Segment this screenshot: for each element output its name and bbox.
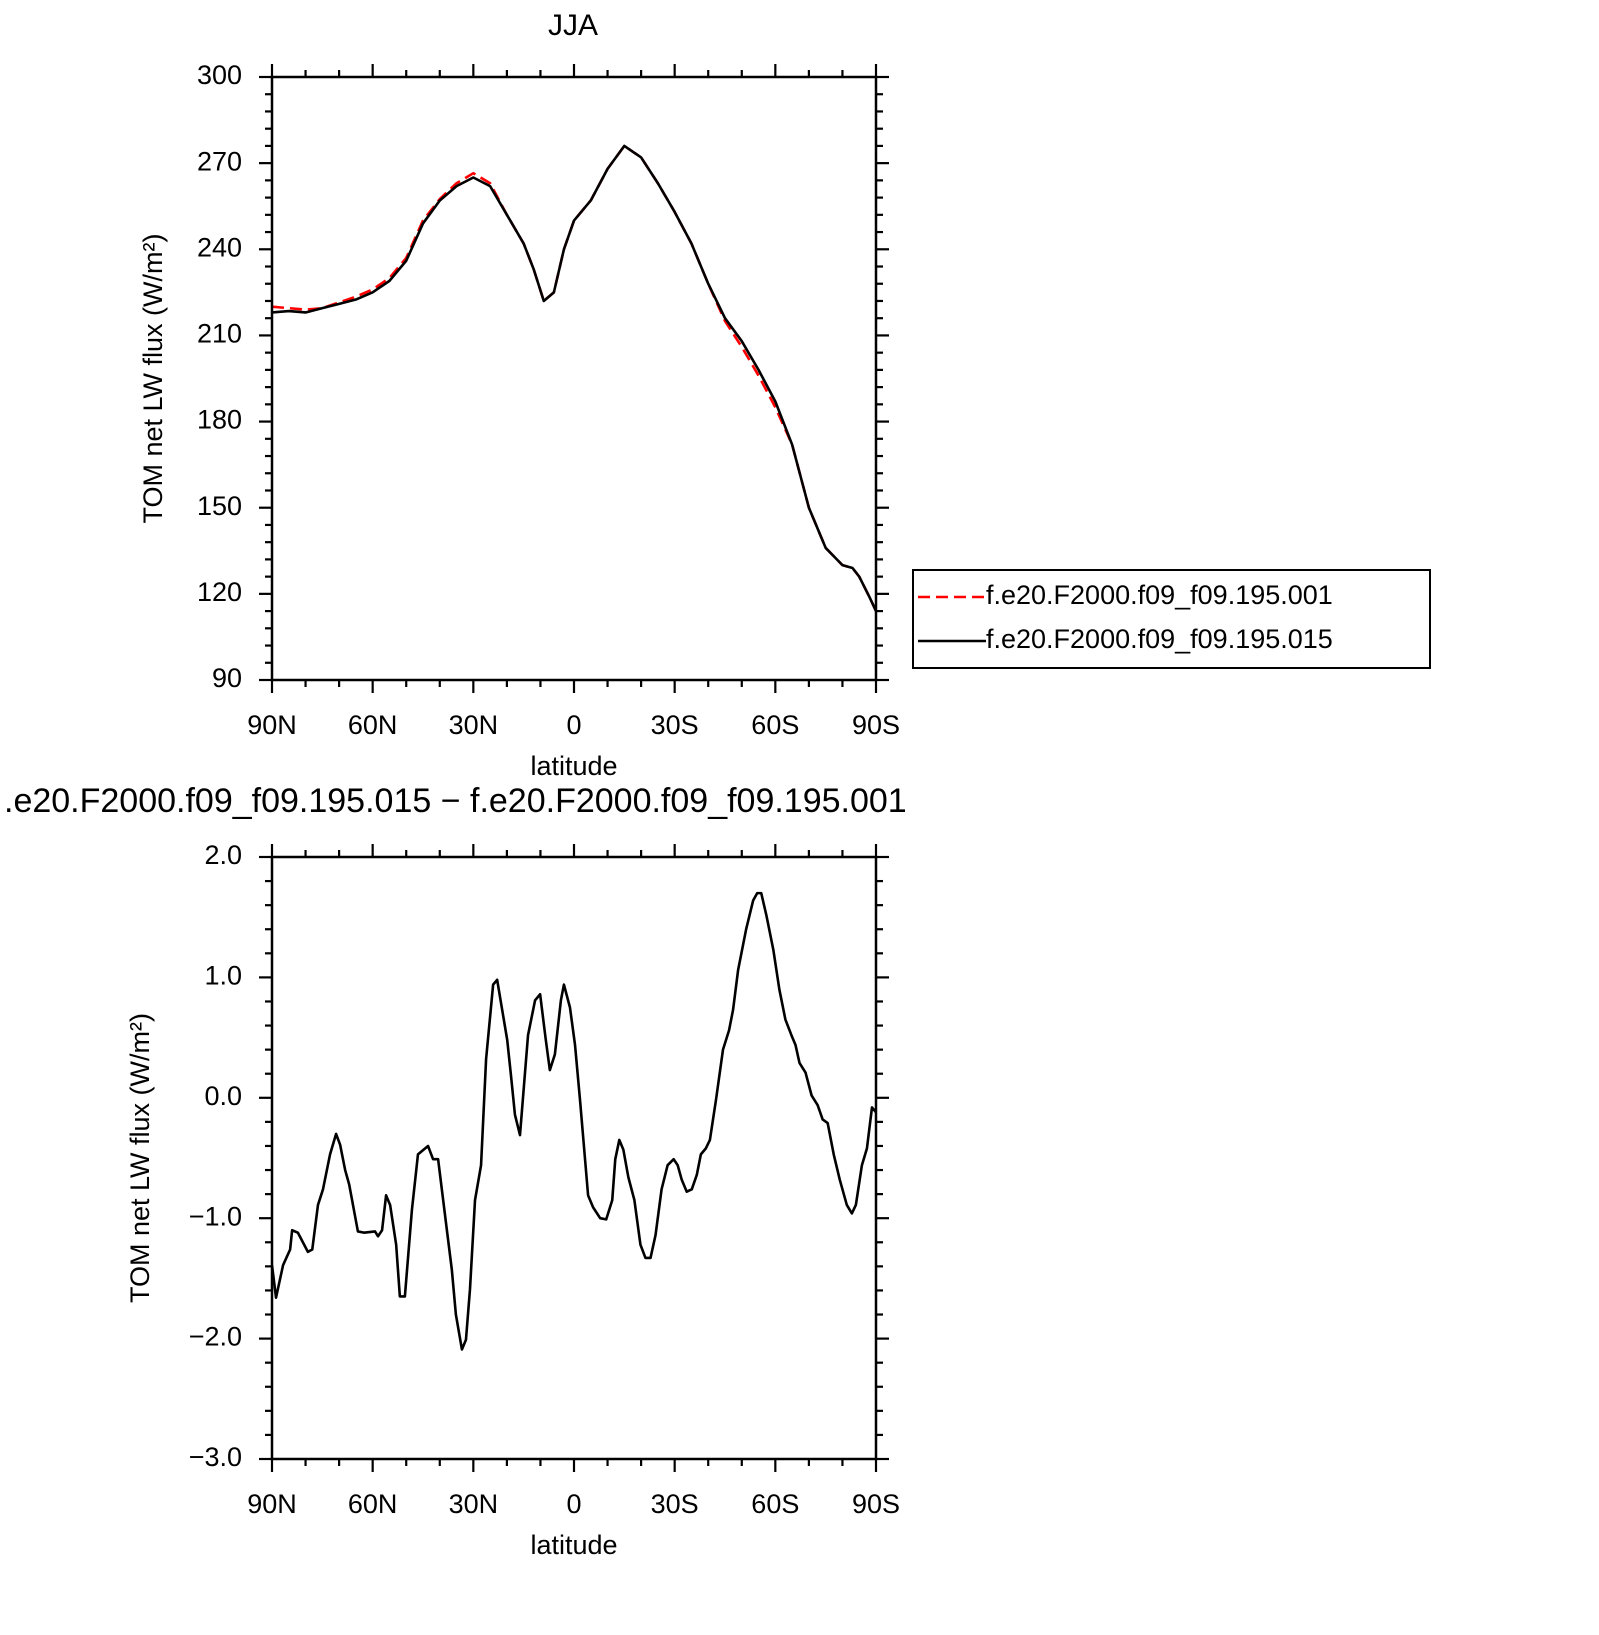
y-tick-label: 1.0 bbox=[204, 961, 242, 991]
y-tick-label: −3.0 bbox=[189, 1442, 242, 1472]
x-tick-label: 90S bbox=[852, 1489, 900, 1519]
data-line bbox=[271, 144, 878, 612]
y-tick-label: −1.0 bbox=[189, 1201, 242, 1231]
y-tick-label: 90 bbox=[212, 663, 242, 693]
y-tick-label: 2.0 bbox=[204, 840, 242, 870]
x-tick-label: 30S bbox=[651, 1489, 699, 1519]
y-axis-label: TOM net LW flux (W/m²) bbox=[125, 1013, 155, 1303]
x-tick-label: 0 bbox=[566, 710, 581, 740]
y-tick-label: 0.0 bbox=[204, 1081, 242, 1111]
plot-frame bbox=[270, 75, 878, 682]
y-axis-label: TOM net LW flux (W/m²) bbox=[138, 234, 168, 524]
legend-label: f.e20.F2000.f09_f09.195.015 bbox=[986, 624, 1333, 654]
chart-title: JJA bbox=[548, 9, 598, 42]
legend-box bbox=[912, 569, 1431, 669]
legend-label: f.e20.F2000.f09_f09.195.001 bbox=[986, 580, 1333, 610]
x-tick-label: 30N bbox=[449, 1489, 499, 1519]
x-tick-label: 60N bbox=[348, 710, 398, 740]
x-tick-label: 0 bbox=[566, 1489, 581, 1519]
x-tick-label: 90S bbox=[852, 710, 900, 740]
x-tick-label: 60N bbox=[348, 1489, 398, 1519]
y-tick-label: 180 bbox=[197, 405, 242, 435]
y-tick-label: −2.0 bbox=[189, 1322, 242, 1352]
x-tick-label: 60S bbox=[751, 1489, 799, 1519]
y-tick-label: 150 bbox=[197, 491, 242, 521]
y-tick-label: 210 bbox=[197, 319, 242, 349]
y-tick-label: 240 bbox=[197, 232, 242, 262]
data-line bbox=[270, 891, 877, 1351]
y-tick-label: 300 bbox=[197, 60, 242, 90]
x-tick-label: 60S bbox=[751, 710, 799, 740]
y-tick-label: 120 bbox=[197, 577, 242, 607]
x-axis-label: latitude bbox=[530, 1530, 617, 1560]
x-tick-label: 30N bbox=[449, 710, 499, 740]
chart-title: .e20.F2000.f09_f09.195.015 − f.e20.F2000… bbox=[4, 782, 907, 820]
x-axis-label: latitude bbox=[530, 751, 617, 781]
plot-frame bbox=[270, 855, 878, 1461]
data-line bbox=[271, 144, 878, 612]
x-tick-label: 90N bbox=[247, 710, 297, 740]
x-tick-label: 90N bbox=[247, 1489, 297, 1519]
x-tick-label: 30S bbox=[651, 710, 699, 740]
y-tick-label: 270 bbox=[197, 146, 242, 176]
